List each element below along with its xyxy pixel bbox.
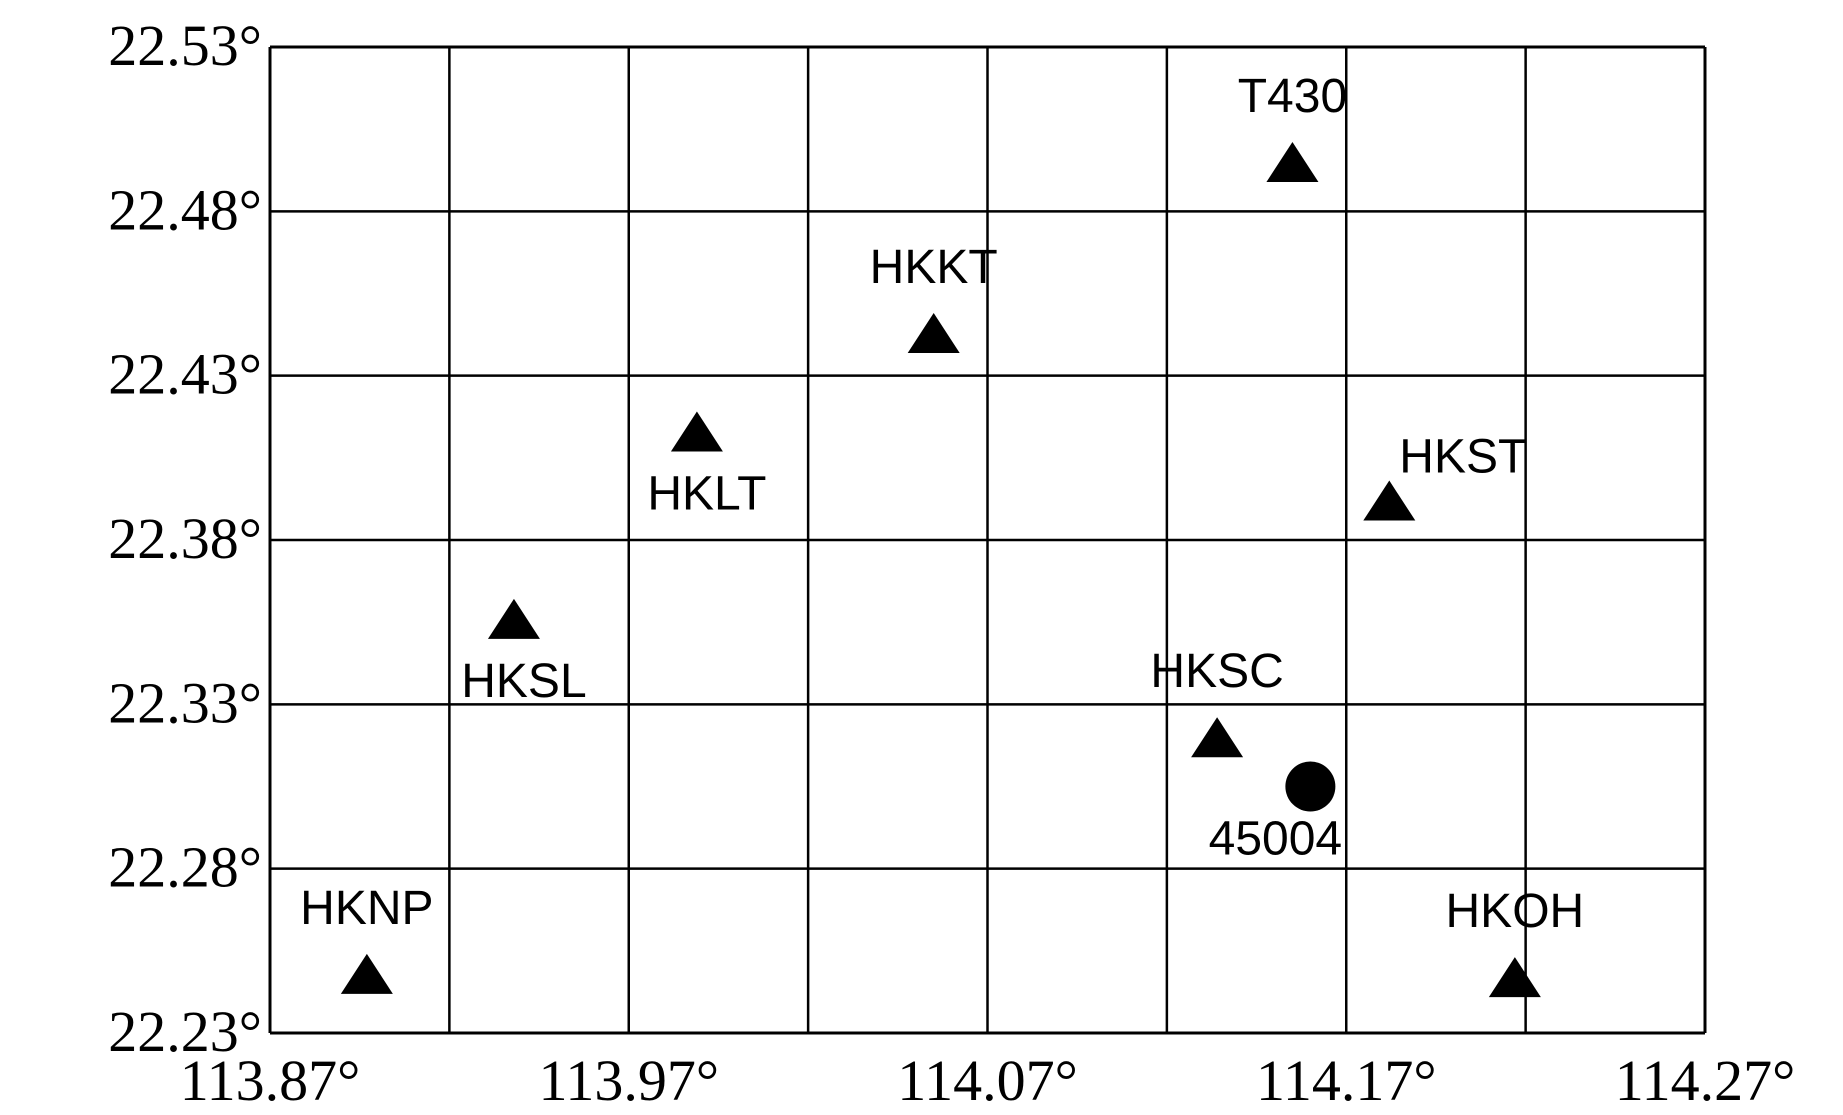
station-label: HKSC [1150,645,1283,698]
station-hksc: HKSC [1150,645,1284,758]
station-label: HKOH [1446,885,1585,938]
stations: T430 HKKT HKLT HKST HKSL HKSC 45004 HKNP HKOH [300,70,1585,998]
y-tick-label: 22.23° [108,999,262,1064]
station-hkkt: HKKT [870,241,998,353]
station-t430: T430 [1238,70,1347,183]
triangle-marker-icon [1488,957,1541,998]
station-label: HKSL [461,655,586,708]
circle-marker-icon [1285,761,1336,812]
station-label: 45004 [1209,813,1342,866]
station-hklt: HKLT [647,411,766,521]
station-label: HKNP [300,882,433,935]
y-tick-label: 22.38° [108,506,262,571]
station-label: HKLT [647,468,766,521]
x-axis-ticks: 113.87° 113.97° 114.07° 114.17° 114.27° [180,1048,1796,1113]
station-hkst: HKST [1363,431,1527,521]
triangle-marker-icon [487,598,540,639]
x-tick-label: 114.17° [1256,1048,1437,1110]
station-hksl: HKSL [461,598,587,708]
station-hknp: HKNP [300,882,434,994]
x-tick-label: 114.27° [1615,1048,1796,1110]
y-tick-label: 22.43° [108,342,262,407]
y-tick-label: 22.53° [108,13,262,78]
grid-lines [268,45,1707,1035]
y-tick-label: 22.48° [108,177,262,242]
x-tick-label: 114.07° [897,1048,1078,1110]
triangle-marker-icon [1363,480,1416,521]
y-tick-label: 22.33° [108,670,262,735]
station-label: T430 [1238,70,1347,123]
x-tick-label: 113.87° [180,1048,361,1110]
station-label: HKKT [870,241,998,294]
triangle-marker-icon [340,953,393,994]
triangle-marker-icon [1191,717,1244,758]
station-label: HKST [1399,431,1527,484]
y-axis-ticks: 22.53° 22.48° 22.43° 22.38° 22.33° 22.28° 22.2… [108,13,262,1064]
triangle-marker-icon [1266,142,1319,183]
station-hkoh: HKOH [1446,885,1585,998]
y-tick-label: 22.28° [108,835,262,900]
station-45004: 45004 [1209,761,1342,866]
triangle-marker-icon [907,312,960,353]
x-tick-label: 113.97° [538,1048,719,1110]
triangle-marker-icon [670,411,723,452]
